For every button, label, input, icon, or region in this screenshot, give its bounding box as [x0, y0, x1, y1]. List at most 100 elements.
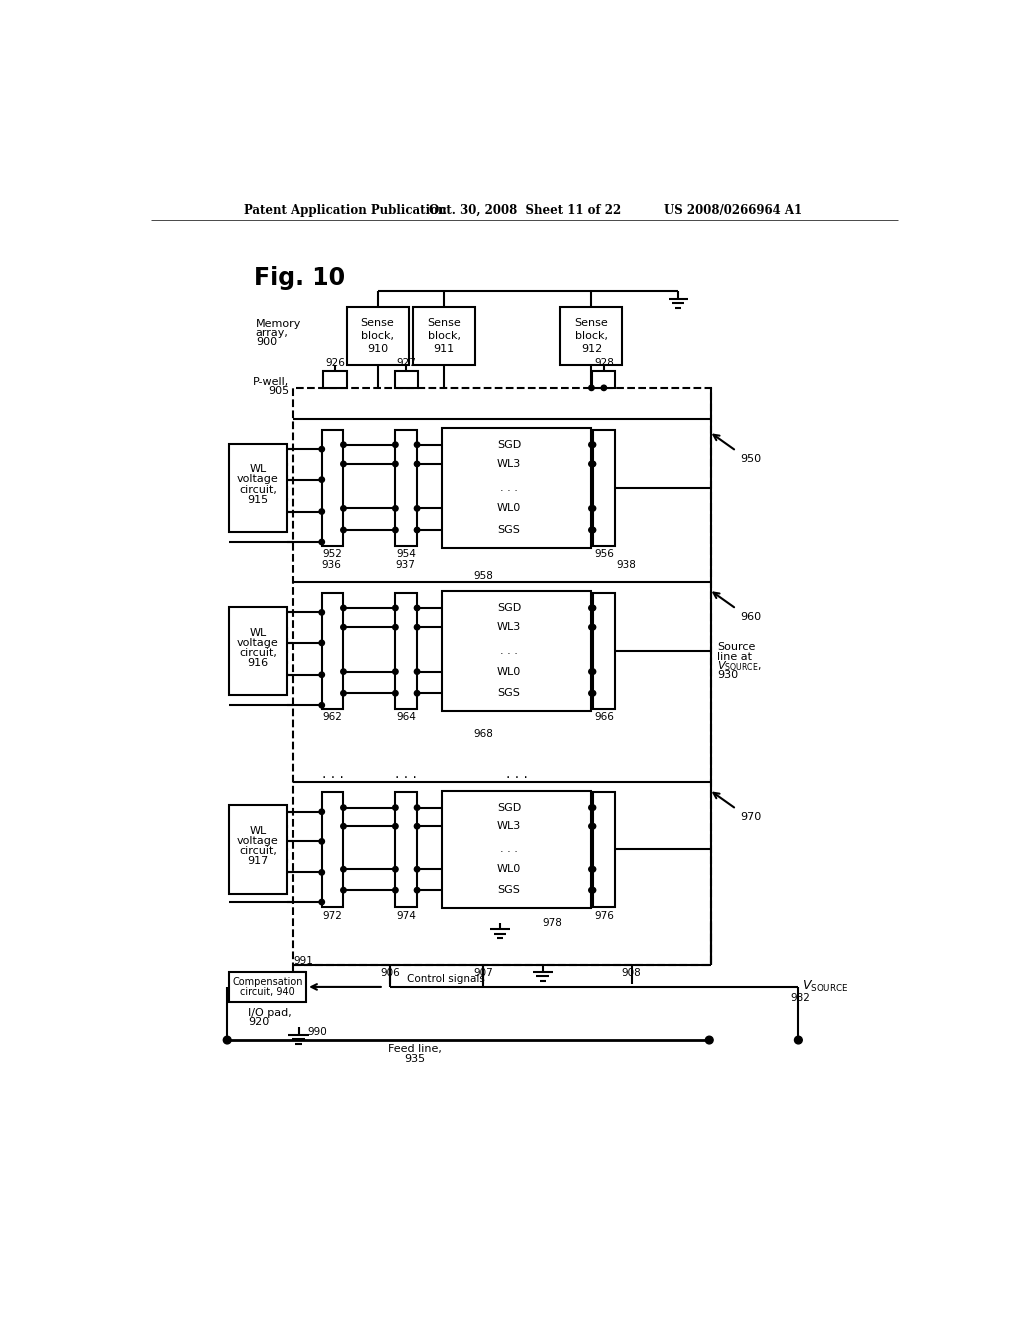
Text: 976: 976	[594, 911, 613, 920]
Circle shape	[589, 606, 594, 611]
Circle shape	[319, 870, 325, 875]
Bar	[394, 371, 418, 388]
Text: 915: 915	[247, 495, 268, 504]
Text: . . .: . . .	[501, 845, 518, 854]
Text: . . .: . . .	[501, 647, 518, 656]
Circle shape	[590, 866, 596, 873]
Text: Patent Application Publication: Patent Application Publication	[245, 205, 446, 218]
Text: 952: 952	[323, 549, 343, 560]
Text: WL3: WL3	[497, 622, 521, 632]
Circle shape	[589, 385, 594, 391]
Circle shape	[589, 887, 594, 892]
Bar	[593, 594, 614, 709]
Circle shape	[392, 442, 398, 447]
Circle shape	[319, 672, 325, 677]
Circle shape	[590, 442, 596, 447]
Text: 968: 968	[473, 730, 493, 739]
Text: 974: 974	[396, 911, 416, 920]
Circle shape	[341, 606, 346, 611]
Text: WL: WL	[249, 628, 266, 638]
Text: 911: 911	[433, 343, 455, 354]
Circle shape	[590, 624, 596, 630]
Circle shape	[415, 805, 420, 810]
Bar	[442, 591, 592, 711]
Text: 917: 917	[247, 857, 268, 866]
Circle shape	[589, 866, 594, 873]
Text: . . .: . . .	[506, 767, 527, 781]
Circle shape	[415, 669, 420, 675]
Text: 938: 938	[616, 560, 636, 570]
Circle shape	[415, 624, 420, 630]
Circle shape	[589, 461, 594, 467]
Circle shape	[589, 824, 594, 829]
Circle shape	[341, 527, 346, 533]
Text: SGS: SGS	[498, 525, 520, 535]
Bar	[322, 430, 343, 545]
Text: WL0: WL0	[497, 667, 521, 677]
Text: array,: array,	[256, 329, 289, 338]
Text: WL0: WL0	[497, 503, 521, 513]
Text: circuit, 940: circuit, 940	[240, 987, 295, 998]
Text: 910: 910	[367, 343, 388, 354]
Circle shape	[601, 385, 606, 391]
Text: Memory: Memory	[256, 319, 301, 329]
Text: 928: 928	[594, 358, 613, 368]
Circle shape	[341, 624, 346, 630]
Circle shape	[341, 805, 346, 810]
Text: WL: WL	[249, 465, 266, 474]
Bar	[442, 428, 592, 548]
Text: 966: 966	[594, 713, 613, 722]
Text: 930: 930	[717, 671, 738, 680]
Text: 950: 950	[740, 454, 762, 463]
Circle shape	[341, 690, 346, 696]
Bar	[442, 792, 592, 908]
Circle shape	[319, 508, 325, 515]
Text: 937: 937	[395, 560, 416, 570]
Text: circuit,: circuit,	[239, 484, 276, 495]
Text: . . .: . . .	[322, 767, 343, 781]
Text: 962: 962	[323, 713, 343, 722]
Circle shape	[415, 606, 420, 611]
Text: 990: 990	[308, 1027, 328, 1038]
Text: 927: 927	[396, 358, 416, 368]
Text: 972: 972	[323, 911, 343, 920]
Bar	[414, 308, 475, 364]
Text: 926: 926	[325, 358, 345, 368]
Circle shape	[706, 1036, 713, 1044]
Bar	[346, 308, 409, 364]
Circle shape	[589, 527, 594, 533]
Text: 936: 936	[322, 560, 342, 570]
Circle shape	[415, 506, 420, 511]
Circle shape	[319, 838, 325, 843]
Circle shape	[590, 805, 596, 810]
Circle shape	[319, 899, 325, 904]
Circle shape	[590, 506, 596, 511]
Text: voltage: voltage	[237, 836, 279, 846]
Text: 956: 956	[594, 549, 613, 560]
Text: P-well,: P-well,	[253, 376, 289, 387]
Circle shape	[341, 461, 346, 467]
Text: 908: 908	[622, 968, 642, 978]
Circle shape	[590, 669, 596, 675]
Text: Control signals: Control signals	[407, 974, 485, 985]
Circle shape	[341, 669, 346, 675]
Bar	[395, 792, 417, 907]
Bar	[395, 430, 417, 545]
Text: 906: 906	[380, 968, 399, 978]
Text: SGD: SGD	[497, 603, 521, 612]
Circle shape	[392, 527, 398, 533]
Circle shape	[341, 866, 346, 873]
Circle shape	[415, 461, 420, 467]
Text: Source: Source	[717, 643, 756, 652]
Bar	[228, 444, 287, 532]
Circle shape	[415, 866, 420, 873]
Text: block,: block,	[428, 331, 461, 341]
Circle shape	[589, 669, 594, 675]
Text: SGS: SGS	[498, 886, 520, 895]
Circle shape	[392, 461, 398, 467]
Text: Feed line,: Feed line,	[388, 1044, 441, 1055]
Circle shape	[319, 446, 325, 451]
Text: circuit,: circuit,	[239, 648, 276, 657]
Text: voltage: voltage	[237, 638, 279, 648]
Text: 970: 970	[740, 812, 762, 822]
